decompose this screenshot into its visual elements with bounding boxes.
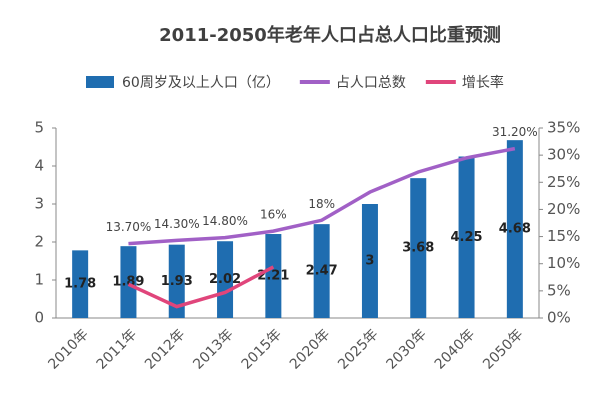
x-tick-label: 2050年 [480, 326, 526, 372]
bar [361, 204, 378, 318]
data-label: 2.47 [306, 264, 338, 279]
y-tick-label: 1 [34, 271, 44, 289]
legend-swatch [86, 76, 114, 88]
bar [168, 244, 185, 318]
x-tick-label: 2012年 [142, 326, 188, 372]
y2-tick-label: 20% [547, 200, 580, 218]
y2-tick-label: 5% [547, 281, 571, 299]
y2-tick-label: 15% [547, 227, 580, 245]
x-tick-label: 2020年 [287, 326, 333, 372]
y2-tick-label: 10% [547, 254, 580, 272]
y-tick-label: 2 [34, 233, 44, 251]
data-label: 3.68 [402, 241, 434, 256]
data-label: 13.70% [106, 220, 152, 234]
chart-title: 2011-2050年老年人口占总人口比重预测 [159, 24, 501, 46]
y2-tick-label: 25% [547, 173, 580, 191]
y2-tick-label: 30% [547, 146, 580, 164]
y-tick-label: 3 [34, 195, 44, 213]
y-tick-label: 5 [34, 119, 44, 137]
data-label: 4.68 [499, 222, 531, 237]
legend-label: 60周岁及以上人口（亿） [122, 75, 280, 91]
y-tick-label: 4 [34, 157, 44, 175]
data-label: 2.21 [257, 269, 289, 284]
bar [72, 250, 89, 318]
data-label: 4.25 [451, 230, 483, 245]
data-label: 1.78 [64, 277, 96, 292]
x-tick-label: 2013年 [190, 326, 236, 372]
data-label: 1.89 [112, 275, 144, 290]
legend-label: 占人口总数 [336, 75, 406, 91]
x-tick-label: 2010年 [45, 326, 91, 372]
data-label: 31.20% [492, 125, 538, 139]
x-tick-label: 2030年 [383, 326, 429, 372]
y-tick-label: 0 [34, 309, 44, 327]
data-label: 16% [260, 208, 287, 222]
line [127, 265, 275, 309]
x-tick-label: 2025年 [335, 326, 381, 372]
line [128, 146, 516, 246]
bar [506, 140, 523, 318]
data-label: 14.30% [154, 217, 200, 231]
data-label: 1.93 [161, 274, 193, 289]
legend-label: 增长率 [462, 74, 504, 91]
data-label: 14.80% [202, 214, 248, 228]
data-label: 2.02 [209, 272, 241, 287]
x-tick-label: 2015年 [239, 326, 285, 372]
bar [410, 178, 427, 318]
y2-tick-label: 35% [547, 119, 580, 137]
x-tick-label: 2040年 [432, 326, 478, 372]
data-label: 3 [365, 254, 374, 269]
bar [120, 246, 137, 318]
y2-tick-label: 0% [547, 309, 571, 327]
x-tick-label: 2011年 [94, 326, 140, 372]
data-label: 18% [308, 197, 335, 211]
bar [313, 224, 330, 318]
bar [265, 234, 282, 318]
bar [458, 156, 475, 318]
bar [217, 241, 234, 318]
